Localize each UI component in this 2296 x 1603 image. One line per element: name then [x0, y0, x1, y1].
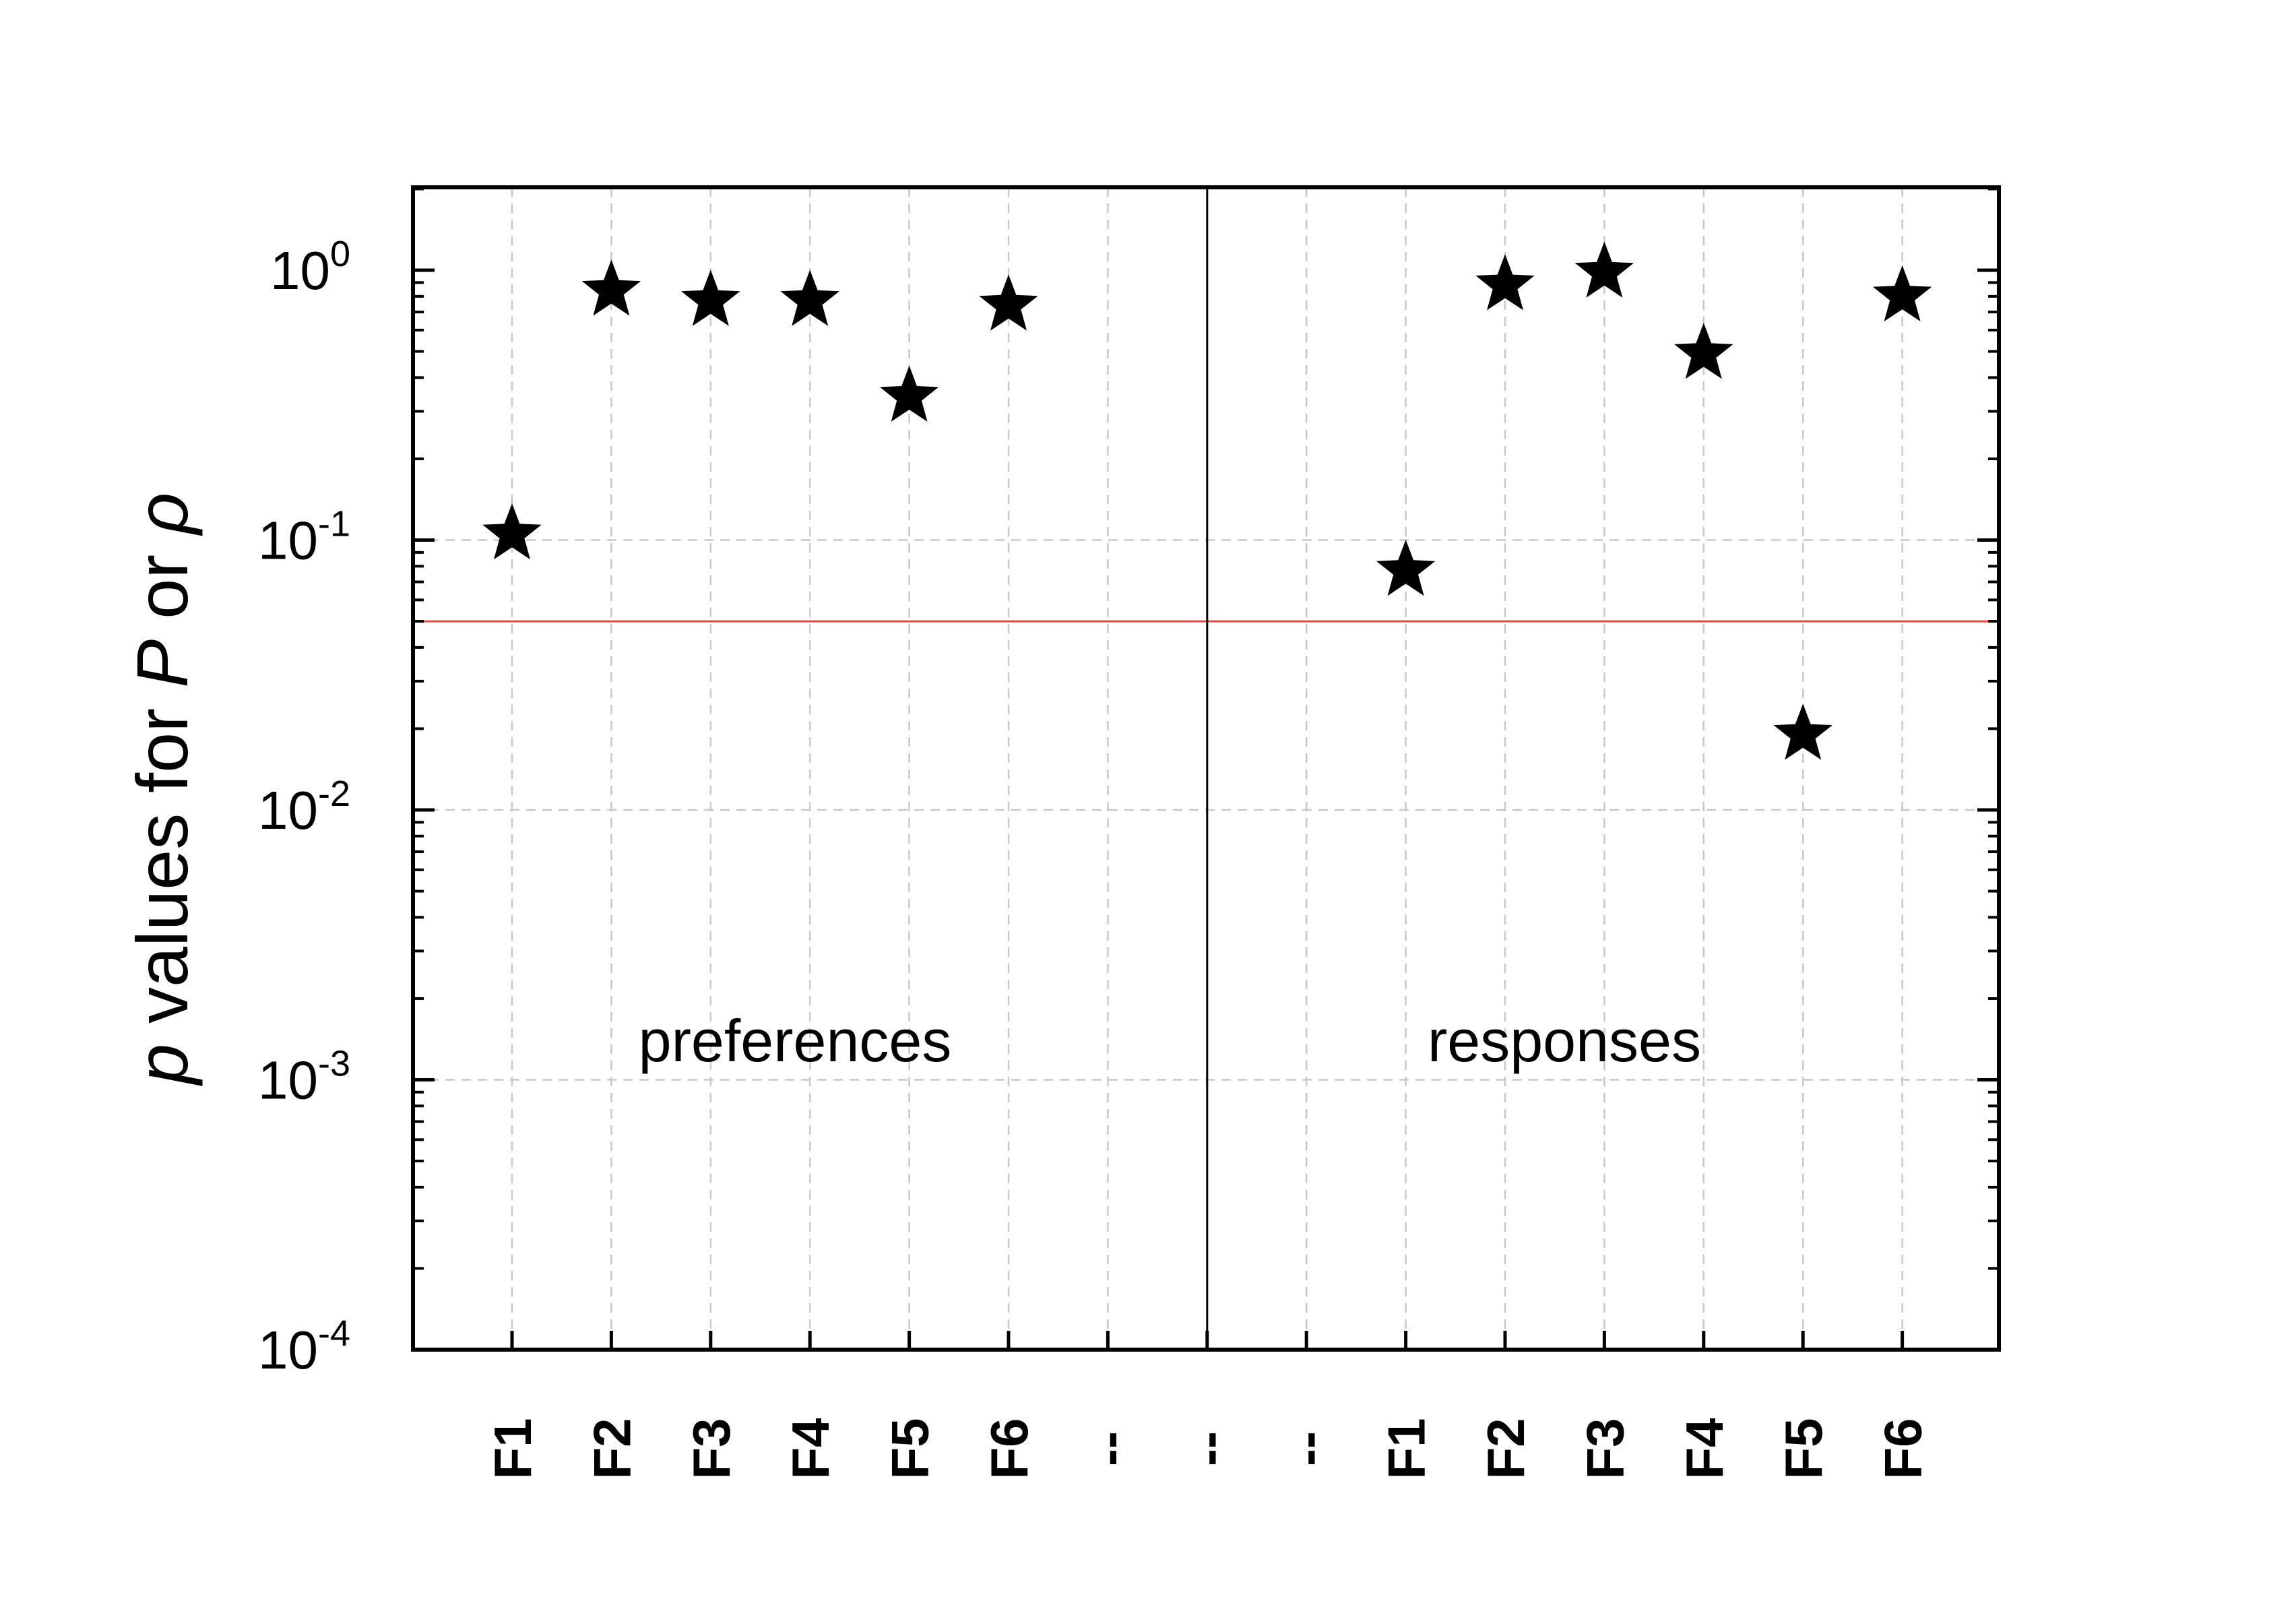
- x-tick-label: F1: [483, 1418, 542, 1479]
- axis-ticks: [413, 187, 1999, 1352]
- y-tick-base: 10: [258, 511, 318, 571]
- plot-frame: [411, 185, 2001, 1352]
- y-tick-base: 10: [258, 1320, 318, 1380]
- y-axis-label-rho: ρ: [121, 493, 203, 536]
- x-tick-label: F3: [1575, 1418, 1634, 1479]
- y-axis-label-or: or: [121, 534, 203, 639]
- data-point-f2: [581, 259, 641, 316]
- x-tick-label: --: [1178, 1431, 1238, 1466]
- y-tick-base: 10: [258, 1050, 318, 1110]
- marker-layer: [482, 241, 1932, 760]
- y-tick-label: 10-3: [258, 1044, 350, 1110]
- y-tick-exponent: -4: [318, 1313, 350, 1354]
- data-point-f2: [1475, 254, 1535, 311]
- y-axis-label: p values for P or ρ: [121, 493, 203, 1086]
- y-tick-exponent: -3: [318, 1044, 350, 1084]
- xtick-labels: F1 F2 F3 F4 F5 F6 -- -- -- F1 F2 F3 F4 F5 F6: [483, 1418, 1933, 1479]
- y-axis-label-p: p: [121, 1044, 203, 1086]
- data-point-f3: [681, 270, 740, 326]
- annotation-preferences: preferences: [639, 1007, 952, 1074]
- x-tick-label: F4: [1675, 1418, 1734, 1479]
- x-tick-label: F2: [582, 1418, 641, 1479]
- annotation-responses: responses: [1428, 1007, 1701, 1074]
- grid-layer: [413, 187, 1999, 1350]
- x-tick-label: F4: [781, 1418, 840, 1479]
- data-point-f1: [482, 503, 542, 560]
- x-tick-label: F1: [1377, 1418, 1436, 1479]
- data-point-f5: [879, 365, 939, 422]
- x-tick-label: F6: [1874, 1418, 1933, 1479]
- x-tick-label: F6: [980, 1418, 1039, 1479]
- data-point-f6: [979, 274, 1038, 331]
- data-point-f4: [1674, 323, 1733, 379]
- x-tick-label: F3: [682, 1418, 741, 1479]
- x-tick-label: --: [1079, 1431, 1138, 1466]
- y-tick-label: 100: [270, 234, 350, 301]
- data-point-f1: [1376, 540, 1436, 596]
- data-point-f6: [1872, 265, 1932, 321]
- data-point-f3: [1574, 241, 1634, 298]
- y-axis-label-P: P: [121, 639, 203, 688]
- x-tick-label: F5: [1774, 1418, 1833, 1479]
- y-tick-exponent: -1: [318, 504, 350, 544]
- y-tick-label: 10-1: [258, 504, 350, 571]
- x-tick-label: F2: [1476, 1418, 1535, 1479]
- y-tick-exponent: 0: [330, 234, 350, 274]
- y-axis-label-values-for: values for: [121, 688, 203, 1044]
- y-tick-label: 10-4: [258, 1313, 350, 1380]
- data-point-f4: [780, 270, 839, 326]
- x-tick-label: --: [1277, 1431, 1337, 1466]
- y-tick-base: 10: [258, 780, 318, 840]
- y-tick-exponent: -2: [318, 774, 350, 814]
- y-tick-label: 10-2: [258, 774, 350, 840]
- data-point-f5: [1773, 703, 1832, 760]
- y-tick-base: 10: [270, 241, 330, 301]
- x-tick-label: F5: [881, 1418, 940, 1479]
